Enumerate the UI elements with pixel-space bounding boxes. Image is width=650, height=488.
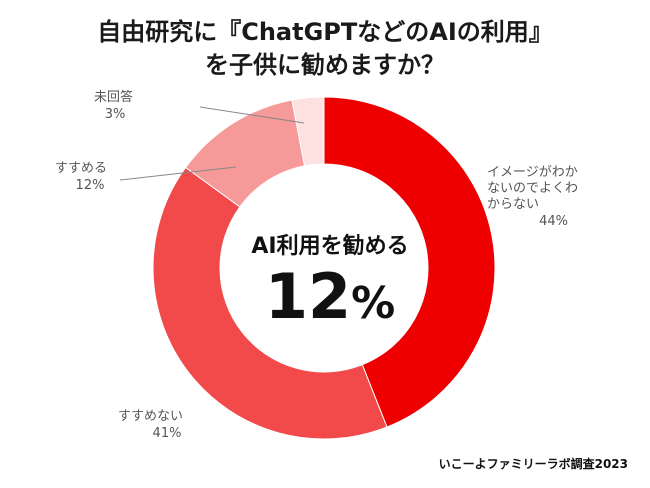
- slice-label-3-line-0: 未回答: [94, 89, 133, 105]
- source-credit: いこーよファミリーラボ調査2023: [438, 457, 628, 471]
- slice-value-3: 3%: [105, 107, 126, 122]
- donut-slice-0: [323, 96, 496, 428]
- donut-slice-3: [291, 96, 325, 167]
- leader-line-mikaitou: [199, 106, 305, 124]
- donut-slice-1: [152, 166, 388, 440]
- center-value-unit: %: [351, 278, 396, 329]
- leader-line-susumeru: [119, 166, 237, 181]
- slice-label-0-line-1: ないのでよくわ: [487, 181, 578, 196]
- chart-title-line2: を子供に勧めますか？: [205, 51, 445, 79]
- center-label: AI利用を勧める: [251, 234, 409, 259]
- slice-value-1: 41%: [153, 426, 182, 441]
- slice-label-0-line-0: イメージがわか: [487, 165, 578, 180]
- slice-label-1-line-0: すすめない: [118, 409, 183, 424]
- slice-label-0-line-2: からない: [487, 197, 539, 212]
- slice-value-0: 44%: [539, 214, 568, 229]
- slice-value-2: 12%: [76, 178, 105, 193]
- center-value-number: 12: [264, 260, 352, 333]
- chart-title-line1: 自由研究に『ChatGPTなどのAIの利用』: [97, 18, 553, 46]
- slice-label-2-line-0: すすめる: [55, 161, 107, 176]
- center-value: 12%: [225, 262, 435, 332]
- chart-title: 自由研究に『ChatGPTなどのAIの利用』 を子供に勧めますか？: [0, 16, 650, 82]
